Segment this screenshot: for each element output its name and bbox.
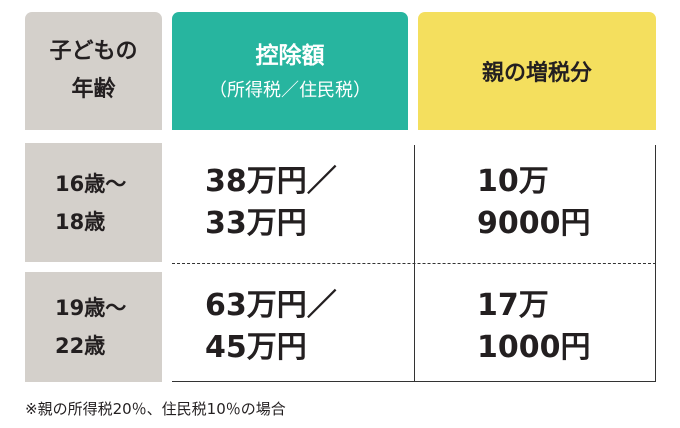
- header-age-line2: 年齢: [71, 77, 116, 102]
- header-deduction-title: 控除額: [255, 43, 325, 69]
- bottom-border: [172, 381, 656, 382]
- row-2-deduction-line1: 63万円／: [205, 288, 337, 323]
- row-2-age-line1: 19歳～: [55, 296, 127, 320]
- header-age: 子どもの 年齢: [25, 12, 162, 130]
- row-1-tax-increase-line2: 9000円: [477, 205, 591, 241]
- row-2-age: 19歳～ 22歳: [25, 272, 162, 382]
- footnote: ※親の所得税20％、住民税10％の場合: [25, 400, 286, 418]
- row-2-deduction: 63万円／ 45万円: [205, 272, 337, 382]
- header-tax-increase: 親の増税分: [418, 12, 656, 130]
- row-divider-dashed: [172, 263, 656, 264]
- row-2-tax-increase-line2: 1000円: [477, 330, 591, 365]
- header-tax-increase-title: 親の増税分: [481, 61, 592, 86]
- row-2-deduction-line2: 45万円: [205, 330, 307, 365]
- row-1-tax-increase-line1: 10万: [477, 163, 549, 199]
- row-2-tax-increase-line1: 17万: [477, 288, 549, 323]
- header-deduction-sub: （所得税／住民税）: [209, 80, 371, 101]
- row-1-deduction: 38万円／ 33万円: [205, 143, 337, 262]
- row-1-age-line2: 18歳: [55, 209, 106, 234]
- header-deduction: 控除額 （所得税／住民税）: [172, 12, 408, 130]
- row-1-age-line1: 16歳～: [55, 171, 127, 196]
- row-2-tax-increase: 17万 1000円: [477, 272, 591, 382]
- row-2-age-line2: 22歳: [55, 334, 106, 358]
- row-1-tax-increase: 10万 9000円: [477, 143, 591, 262]
- row-1-age: 16歳～ 18歳: [25, 143, 162, 262]
- header-age-line1: 子どもの: [49, 39, 138, 64]
- row-1-deduction-line2: 33万円: [205, 205, 307, 241]
- row-1-deduction-line1: 38万円／: [205, 163, 337, 199]
